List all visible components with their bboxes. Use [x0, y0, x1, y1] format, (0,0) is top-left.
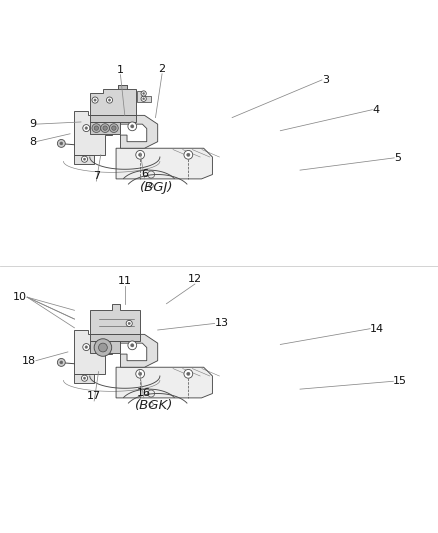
- Circle shape: [101, 124, 110, 133]
- Polygon shape: [120, 334, 158, 367]
- Circle shape: [92, 124, 101, 133]
- Polygon shape: [90, 304, 140, 334]
- Circle shape: [136, 369, 145, 378]
- Text: 16: 16: [137, 388, 151, 398]
- Polygon shape: [120, 115, 158, 148]
- Circle shape: [143, 93, 145, 94]
- Circle shape: [57, 359, 65, 366]
- Text: 6: 6: [141, 169, 148, 179]
- Circle shape: [108, 99, 111, 101]
- Text: 8: 8: [29, 136, 36, 147]
- Circle shape: [128, 322, 131, 325]
- Circle shape: [83, 377, 86, 379]
- Circle shape: [81, 375, 88, 381]
- Text: 7: 7: [93, 171, 100, 181]
- Polygon shape: [74, 374, 94, 383]
- Circle shape: [141, 91, 146, 96]
- Circle shape: [138, 153, 142, 157]
- Circle shape: [94, 339, 112, 356]
- Text: 9: 9: [29, 119, 36, 129]
- Text: 12: 12: [188, 274, 202, 284]
- Polygon shape: [74, 330, 112, 374]
- Circle shape: [143, 98, 145, 100]
- Circle shape: [60, 142, 63, 145]
- Text: 14: 14: [370, 324, 384, 334]
- Circle shape: [112, 126, 116, 130]
- Circle shape: [138, 372, 142, 375]
- Text: 13: 13: [215, 318, 229, 328]
- Circle shape: [94, 126, 99, 130]
- Polygon shape: [90, 85, 136, 115]
- Polygon shape: [74, 111, 112, 155]
- Text: 18: 18: [22, 356, 36, 366]
- Polygon shape: [90, 341, 120, 353]
- Circle shape: [131, 344, 134, 347]
- Polygon shape: [137, 91, 151, 102]
- Polygon shape: [90, 334, 140, 341]
- Circle shape: [187, 372, 190, 375]
- Text: 11: 11: [118, 276, 132, 286]
- Circle shape: [131, 125, 134, 128]
- Circle shape: [99, 343, 107, 352]
- Circle shape: [81, 156, 88, 162]
- Text: 15: 15: [393, 376, 407, 386]
- Circle shape: [60, 361, 63, 364]
- Text: 5: 5: [394, 153, 401, 163]
- Polygon shape: [74, 155, 94, 164]
- Text: (BGJ): (BGJ): [140, 181, 173, 194]
- Polygon shape: [90, 122, 120, 134]
- Polygon shape: [116, 367, 212, 398]
- Circle shape: [57, 140, 65, 147]
- Circle shape: [128, 341, 137, 350]
- Circle shape: [94, 99, 96, 101]
- Circle shape: [83, 344, 90, 351]
- Text: 3: 3: [322, 75, 329, 85]
- Polygon shape: [118, 85, 127, 89]
- Text: 4: 4: [372, 104, 379, 115]
- Text: 10: 10: [13, 292, 27, 302]
- Circle shape: [187, 153, 190, 157]
- Circle shape: [103, 126, 107, 130]
- Text: 2: 2: [159, 64, 166, 74]
- Circle shape: [83, 125, 90, 132]
- Circle shape: [128, 122, 137, 131]
- Circle shape: [83, 158, 86, 160]
- Text: 17: 17: [87, 391, 101, 401]
- Circle shape: [184, 369, 193, 378]
- Text: (BGK): (BGK): [135, 399, 173, 412]
- Text: 1: 1: [117, 64, 124, 75]
- Polygon shape: [116, 148, 212, 179]
- Circle shape: [85, 127, 88, 130]
- Circle shape: [126, 320, 132, 327]
- Circle shape: [136, 150, 145, 159]
- Polygon shape: [90, 115, 136, 122]
- Circle shape: [106, 97, 113, 103]
- Circle shape: [92, 97, 98, 103]
- Circle shape: [141, 96, 146, 101]
- Circle shape: [85, 346, 88, 349]
- Circle shape: [184, 150, 193, 159]
- Circle shape: [110, 124, 118, 133]
